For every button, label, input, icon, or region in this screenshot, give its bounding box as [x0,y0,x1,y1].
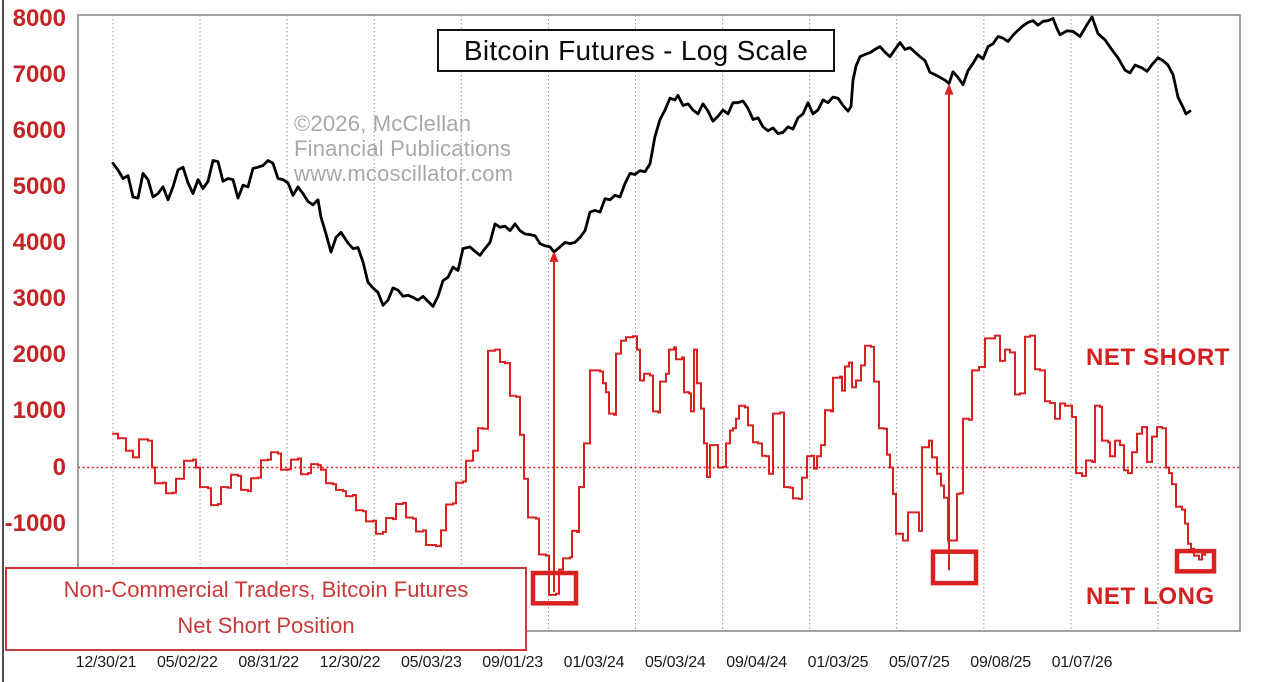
x-axis-tick: 12/30/21 [75,654,137,671]
y-axis-tick: 8000 [12,4,66,32]
annotation-box [530,570,579,606]
series-label-line-1: Non-Commercial Traders, Bitcoin Futures [63,577,469,602]
y-axis-tick: 5000 [12,172,66,200]
net-short-label: NET SHORT [1086,344,1231,371]
annotation-box [930,549,979,586]
x-axis-tick: 12/30/22 [319,654,381,671]
x-axis-tick: 09/08/25 [970,654,1031,671]
screen-edge-line [2,0,4,682]
plot-border [77,14,1241,632]
x-axis-tick: 05/07/25 [888,654,950,671]
net-long-label: NET LONG [1086,583,1215,610]
chart-title: Bitcoin Futures - Log Scale [463,35,809,66]
y-axis-tick: -1000 [4,509,66,537]
y-axis-tick: 6000 [12,116,66,144]
x-axis-tick: 05/03/23 [400,654,462,671]
y-axis: 8000 7000 6000 5000 4000 3000 2000 1000 0 -1000 [0,0,66,682]
annotation-arrowhead [944,83,954,95]
x-axis-tick: 09/01/23 [482,654,543,671]
annotation-box [1174,548,1217,574]
y-axis-tick: 4000 [12,229,66,256]
annotation-arrowhead [549,250,559,262]
position-series-line [112,334,1206,596]
y-axis-tick: 0 [52,453,66,481]
watermark-line-2: Financial Publications [294,136,512,161]
x-axis-tick: 08/31/22 [238,654,299,671]
x-axis-tick: 05/03/24 [644,654,706,671]
y-axis-tick: 1000 [12,397,66,425]
watermark: ©2026, McClellan Financial Publications … [294,111,614,186]
watermark-line-1: ©2026, McClellan [294,111,472,136]
series-label-line-2: Net Short Position [177,613,355,638]
x-axis-tick: 01/03/24 [563,654,625,671]
chart-title-box: Bitcoin Futures - Log Scale [437,29,835,72]
y-axis-tick: 2000 [12,341,66,369]
x-axis-tick: 01/03/25 [807,654,869,671]
y-axis-tick: 7000 [12,60,66,88]
series-label-box: Non-Commercial Traders, Bitcoin Futures … [5,567,527,651]
watermark-line-3: www.mcoscillator.com [294,161,514,186]
price-series-line [111,15,1192,308]
x-axis-tick: 01/07/26 [1051,654,1113,671]
x-axis-tick: 05/02/22 [156,654,218,671]
x-axis-tick: 09/04/24 [726,654,787,671]
y-axis-tick: 3000 [12,285,66,313]
